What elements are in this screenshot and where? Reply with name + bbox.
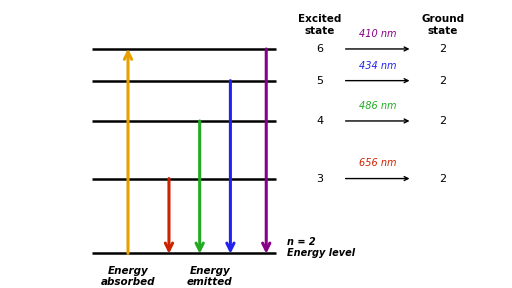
Text: 2: 2 — [439, 174, 446, 183]
Text: 486 nm: 486 nm — [359, 101, 396, 111]
Text: 3: 3 — [316, 174, 324, 183]
Text: Energy
emitted: Energy emitted — [187, 266, 233, 287]
Text: Energy
absorbed: Energy absorbed — [101, 266, 155, 287]
Text: 5: 5 — [316, 76, 324, 86]
Text: 410 nm: 410 nm — [359, 29, 396, 39]
Text: 2: 2 — [439, 44, 446, 54]
Text: 2: 2 — [439, 116, 446, 126]
Text: n = 2
Energy level: n = 2 Energy level — [287, 237, 355, 259]
Text: 4: 4 — [316, 116, 324, 126]
Text: Ground
state: Ground state — [421, 14, 464, 36]
Text: 6: 6 — [316, 44, 324, 54]
Text: Excited
state: Excited state — [298, 14, 342, 36]
Text: 656 nm: 656 nm — [359, 158, 396, 168]
Text: 434 nm: 434 nm — [359, 60, 396, 71]
Text: 2: 2 — [439, 76, 446, 86]
